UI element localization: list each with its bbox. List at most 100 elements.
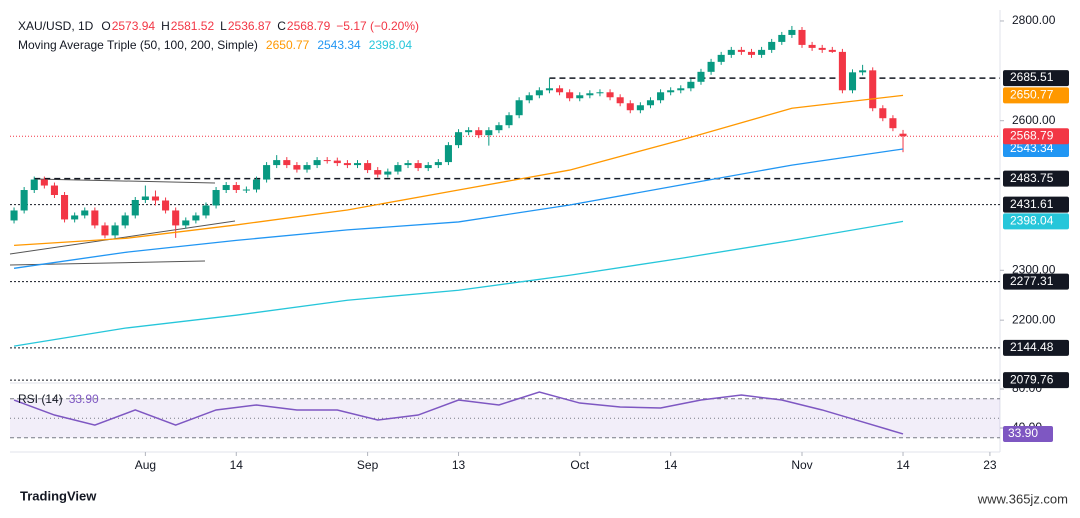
rsi-title: RSI (14) [18, 392, 63, 406]
candle-body [576, 95, 584, 99]
tag-label: 33.90 [1008, 426, 1038, 440]
candle-body [50, 185, 58, 196]
tag-box [1003, 372, 1069, 389]
candle-body [131, 199, 139, 216]
candle-body [798, 29, 806, 45]
candle-body [151, 196, 160, 201]
candle-body [20, 190, 28, 211]
tag-label: 2483.75 [1010, 171, 1054, 185]
candle-body [879, 108, 887, 119]
candle-body [333, 160, 341, 164]
price-tag: 2483.75 [1003, 170, 1069, 187]
candle-body [364, 163, 372, 171]
candle-body [586, 93, 594, 96]
candle-body [283, 160, 291, 166]
candle-body [747, 51, 756, 55]
price-tag: 2568.79 [1003, 128, 1069, 145]
ohlc-key: H [161, 19, 170, 33]
tag-box [1003, 128, 1069, 145]
indicator-value: 2398.04 [369, 38, 413, 52]
y-tick-label: 2600.00 [1012, 113, 1056, 127]
candle-body [404, 163, 412, 166]
moving-average [13, 220, 904, 347]
candle-body [636, 105, 644, 111]
tag-label: 2431.61 [1010, 197, 1054, 211]
candle-body [414, 163, 422, 169]
candle-body [424, 165, 432, 169]
candle-body [313, 160, 321, 166]
candle-body [778, 34, 786, 42]
ohlc-value: 2568.79 [287, 19, 331, 33]
x-tick-label: 13 [452, 458, 466, 472]
candle-body [323, 160, 331, 162]
watermark: www.365jz.com [977, 491, 1068, 506]
candle-body [677, 88, 685, 91]
candle-body [111, 225, 119, 236]
candle-body [667, 90, 675, 93]
tag-label: 2144.48 [1010, 340, 1054, 354]
candle-body [384, 171, 392, 175]
candle-body [596, 92, 604, 94]
candle-body [899, 133, 907, 137]
candle-body [263, 165, 271, 180]
candle-body [172, 210, 180, 226]
candle-body [40, 179, 48, 186]
tag-box [1003, 213, 1069, 230]
candle-body [545, 88, 553, 91]
tag-box [1003, 70, 1069, 87]
candle-body [838, 51, 846, 91]
candle-body [566, 92, 574, 99]
tag-label: 2650.77 [1010, 88, 1054, 102]
candle-body [374, 170, 382, 175]
candle-body [485, 130, 493, 136]
tag-label: 2543.34 [1010, 141, 1054, 155]
candle-body [475, 130, 483, 136]
candle-body [101, 225, 109, 236]
tag-label: 2685.51 [1010, 70, 1054, 84]
y-tick-label: 2200.00 [1012, 312, 1056, 326]
tag-label: 2277.31 [1010, 274, 1054, 288]
tag-box [1003, 196, 1069, 213]
candle-body [222, 185, 230, 191]
candle-body [737, 49, 745, 52]
candle-body [273, 160, 281, 166]
candle-body [646, 100, 655, 106]
candle-body [454, 132, 463, 146]
ohlc-key: O [101, 19, 110, 33]
indicator-value: 2650.77 [266, 38, 310, 52]
candle-body [91, 210, 99, 226]
candle-body [293, 165, 301, 170]
candle-body [252, 179, 261, 190]
candle-body [465, 130, 473, 133]
rsi-value: 33.90 [69, 392, 99, 406]
candle-body [758, 49, 766, 55]
x-tick-label: Aug [135, 458, 156, 472]
candle-body [71, 215, 79, 220]
candle-body [535, 90, 543, 96]
candle-body [10, 210, 18, 221]
candle-body [869, 70, 877, 109]
candle-body [788, 29, 796, 35]
trendline [9, 220, 236, 255]
tag-label: 2398.04 [1010, 214, 1054, 228]
candle-body [353, 163, 362, 166]
candle-body [192, 215, 200, 221]
candle-body [212, 190, 220, 206]
candle-body [727, 49, 735, 55]
candle-body [81, 210, 89, 216]
x-tick-label: Sep [357, 458, 379, 472]
price-tag: 2431.61 [1003, 196, 1069, 213]
candle-body [505, 115, 513, 126]
candle-body [242, 189, 250, 191]
candle-body [626, 103, 634, 111]
trendline [34, 178, 216, 184]
candle-body [818, 47, 826, 50]
candle-body [859, 70, 867, 73]
tag-box [1003, 339, 1069, 356]
tag-box [1003, 425, 1053, 442]
x-tick-label: Nov [791, 458, 812, 472]
candle-body [768, 41, 776, 50]
candle-body [697, 71, 705, 82]
indicator-name: Moving Average Triple (50, 100, 200, Sim… [18, 38, 258, 52]
